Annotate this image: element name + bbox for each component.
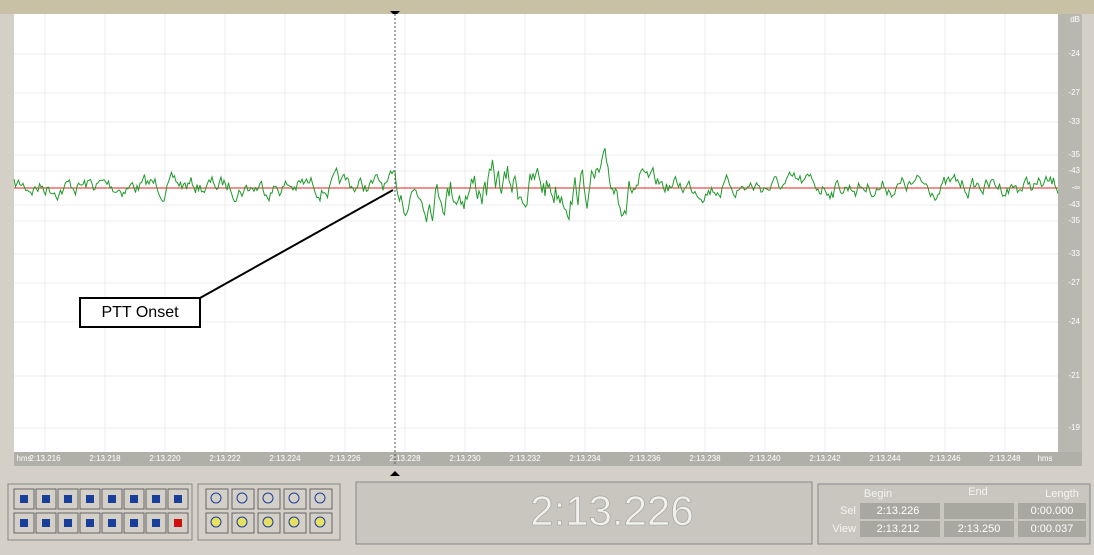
button-icon (152, 495, 160, 503)
cursor-marker-bottom (390, 471, 400, 476)
button-icon (86, 519, 94, 527)
amp-label: -35 (1068, 150, 1080, 159)
button-icon (152, 519, 160, 527)
sel-length: 0:00.000 (1031, 505, 1074, 517)
annotation: PTT Onset (101, 304, 179, 321)
view-label: View (832, 523, 856, 535)
view-end-field[interactable] (944, 521, 1014, 537)
button-icon (262, 492, 274, 504)
amp-label: -35 (1068, 216, 1080, 225)
button-icon (20, 519, 28, 527)
button-icon (236, 492, 248, 504)
time-label: 2:13.218 (89, 454, 121, 463)
time-label: 2:13.240 (749, 454, 781, 463)
amp-label: -27 (1068, 278, 1080, 287)
button-icon (174, 495, 182, 503)
annotation-line (199, 189, 394, 299)
sel-length-field[interactable] (1018, 503, 1086, 519)
zoom-button[interactable] (205, 488, 229, 510)
zoom-button[interactable] (283, 488, 307, 510)
sel-begin-field[interactable] (860, 503, 940, 519)
button-icon (42, 495, 50, 503)
amp-label: -33 (1068, 117, 1080, 126)
button-icon (130, 495, 138, 503)
zoom-button[interactable] (257, 488, 281, 510)
amp-label: -19 (1068, 423, 1080, 432)
time-label: hms (16, 454, 31, 463)
time-label: 2:13.230 (449, 454, 481, 463)
zoom-group (197, 483, 341, 541)
amp-label: -24 (1068, 317, 1080, 326)
button-icon (314, 492, 326, 504)
sel-label: Sel (840, 505, 856, 517)
wave-area[interactable] (14, 14, 1058, 452)
ruler-labels: dB -24 -27 -33 -35 -43 -∞ -43 -35 -33 -27 -24 -21 -19… (16, 15, 1080, 463)
time-label: 2:13.222 (209, 454, 241, 463)
transport-group (7, 483, 193, 541)
time-label: 2:13.238 (689, 454, 721, 463)
zoom-button[interactable] (231, 488, 255, 510)
sel-end-field[interactable] (944, 503, 1014, 519)
amp-label: dB (1070, 15, 1080, 24)
time-label: 2:13.216 (29, 454, 61, 463)
time-label: hms (1037, 454, 1052, 463)
view-begin: 2:13.212 (877, 523, 920, 535)
time-label: 2:13.242 (809, 454, 841, 463)
button-icon (130, 519, 138, 527)
amp-label: -∞ (1072, 183, 1081, 192)
time-label: 2:13.234 (569, 454, 601, 463)
button-icon (42, 519, 50, 527)
button-icon (288, 492, 300, 504)
button-icon (262, 516, 274, 528)
button-icon (64, 495, 72, 503)
button-icon (236, 516, 248, 528)
view-begin-field[interactable] (860, 521, 940, 537)
amp-label: -33 (1068, 249, 1080, 258)
time-label: 2:13.246 (929, 454, 961, 463)
button-icon (86, 495, 94, 503)
time-ruler (14, 452, 1082, 466)
amp-label: -21 (1068, 371, 1080, 380)
cursor-marker-top (390, 11, 400, 16)
button-icon (108, 519, 116, 527)
time-label: 2:13.232 (509, 454, 541, 463)
header-begin: Begin (864, 488, 892, 500)
button-icon (174, 519, 182, 527)
time-label: 2:13.226 (329, 454, 361, 463)
button-icon (210, 492, 222, 504)
amp-label: -27 (1068, 88, 1080, 97)
button-icon (314, 516, 326, 528)
time-label: 2:13.228 (389, 454, 421, 463)
button-icon (20, 495, 28, 503)
button-icon (108, 495, 116, 503)
zoom-button[interactable] (309, 488, 333, 510)
time-display-box (355, 481, 813, 545)
time-display: 2:13.226 (530, 487, 694, 534)
time-label: 2:13.224 (269, 454, 301, 463)
view-length: 0:00.037 (1031, 523, 1074, 535)
buttons (13, 488, 333, 534)
top-bar (0, 0, 1094, 14)
button-icon (288, 516, 300, 528)
button-icon (210, 516, 222, 528)
header-end: End (968, 486, 988, 498)
view-length-field[interactable] (1018, 521, 1086, 537)
button-icon (64, 519, 72, 527)
amp-label: -43 (1068, 200, 1080, 209)
amp-label: -43 (1068, 166, 1080, 175)
view-end: 2:13.250 (958, 523, 1001, 535)
sel-begin: 2:13.226 (877, 505, 920, 517)
time-label: 2:13.220 (149, 454, 181, 463)
amp-ruler (1058, 14, 1082, 452)
waveform (13, 148, 1059, 223)
annotation-box (79, 297, 201, 328)
time-label: 2:13.244 (869, 454, 901, 463)
grid (14, 14, 1058, 452)
time-label: 2:13.236 (629, 454, 661, 463)
header-length: Length (1045, 488, 1079, 500)
amp-label: -24 (1068, 49, 1080, 58)
time-label: 2:13.248 (989, 454, 1021, 463)
